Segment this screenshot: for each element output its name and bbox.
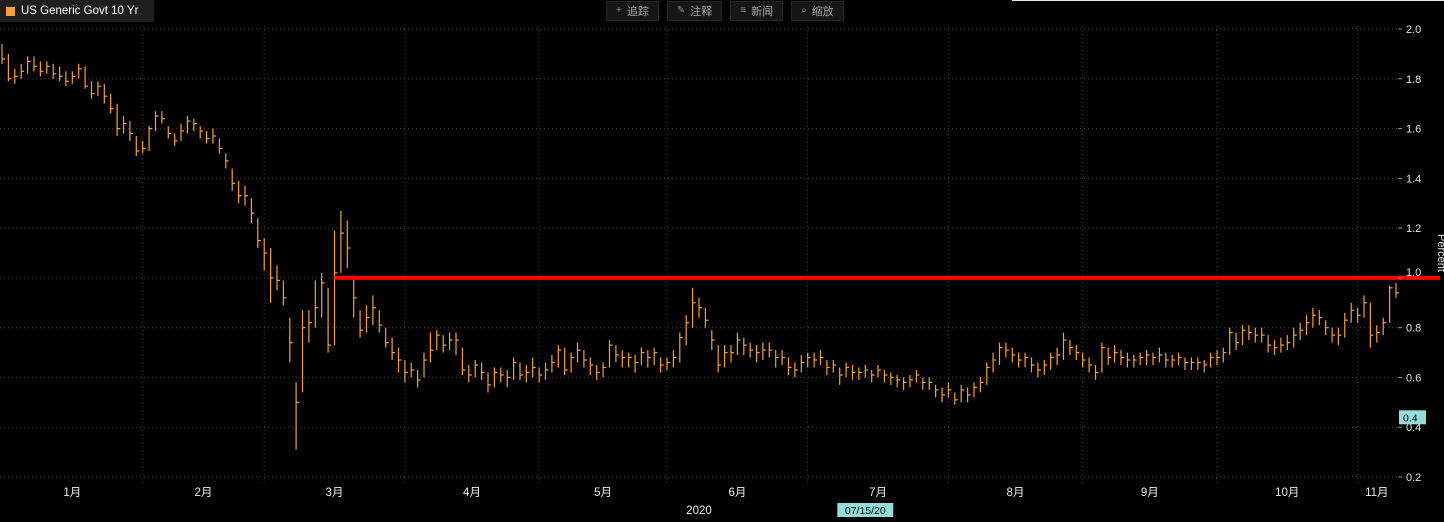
y-axis-title: Percent — [1435, 234, 1444, 272]
cursor-x-highlight — [837, 503, 894, 517]
svg-text:3月: 3月 — [326, 487, 344, 499]
svg-text:1.0: 1.0 — [1406, 267, 1421, 279]
chart-area[interactable]: 2.0 1.8 1.6 1.4 1.2 1.0 0.8 0.6 0.4 0.2 Percent 1月 2… — [0, 22, 1444, 522]
chart-toolbar: + 追踪 ✎ 注释 ≡ 新闻 ⌕ 缩放 — [606, 1, 844, 21]
svg-text:0.8: 0.8 — [1406, 323, 1421, 335]
track-button[interactable]: + 追踪 — [606, 1, 659, 21]
svg-text:6月: 6月 — [728, 487, 746, 499]
svg-text:4月: 4月 — [463, 487, 481, 499]
svg-text:5月: 5月 — [594, 487, 612, 499]
svg-text:1月: 1月 — [63, 487, 81, 499]
top-divider-line — [1012, 0, 1444, 1]
cursor-labels: 0.4 07/15/20 — [837, 410, 1426, 517]
toolbar-button-label: 缩放 — [811, 6, 834, 18]
move-cross-icon: + — [616, 5, 622, 16]
price-chart[interactable]: 2.0 1.8 1.6 1.4 1.2 1.0 0.8 0.6 0.4 0.2 Percent 1月 2… — [0, 22, 1444, 522]
svg-text:2月: 2月 — [194, 487, 212, 499]
pencil-icon: ✎ — [676, 5, 686, 16]
series-title: US Generic Govt 10 Yr — [21, 5, 139, 17]
grid-lines — [0, 26, 1398, 484]
toolbar-button-label: 追踪 — [626, 6, 649, 18]
svg-text:1.6: 1.6 — [1406, 124, 1421, 136]
svg-text:0.4: 0.4 — [1403, 412, 1418, 424]
svg-text:07/15/20: 07/15/20 — [845, 505, 886, 517]
cursor-y-highlight — [1399, 410, 1426, 425]
series-color-swatch — [6, 6, 15, 16]
svg-text:1.8: 1.8 — [1406, 74, 1421, 86]
svg-text:10月: 10月 — [1275, 487, 1299, 499]
price-series — [1, 43, 1399, 450]
y-axis: 2.0 1.8 1.6 1.4 1.2 1.0 0.8 0.6 0.4 0.2 Percent — [1398, 24, 1444, 484]
svg-text:8月: 8月 — [1007, 487, 1025, 499]
svg-text:0.6: 0.6 — [1406, 372, 1421, 384]
news-button[interactable]: ≡ 新闻 — [730, 1, 784, 21]
svg-text:9月: 9月 — [1141, 487, 1159, 499]
chart-topbar: US Generic Govt 10 Yr + 追踪 ✎ 注释 ≡ 新闻 ⌕ 缩放 — [0, 0, 1444, 22]
zoom-button[interactable]: ⌕ 缩放 — [791, 1, 844, 21]
toolbar-button-label: 注释 — [690, 6, 713, 18]
svg-text:7月: 7月 — [869, 487, 887, 499]
annotate-button[interactable]: ✎ 注释 — [666, 1, 723, 21]
svg-text:2.0: 2.0 — [1406, 24, 1421, 36]
toolbar-button-label: 新闻 — [751, 6, 774, 18]
svg-text:0.4: 0.4 — [1406, 422, 1421, 434]
svg-text:0.2: 0.2 — [1406, 472, 1421, 484]
svg-text:11月: 11月 — [1365, 487, 1388, 499]
svg-text:1.2: 1.2 — [1406, 223, 1421, 235]
news-lines-icon: ≡ — [740, 5, 747, 16]
series-legend[interactable]: US Generic Govt 10 Yr — [0, 0, 155, 22]
magnifier-icon: ⌕ — [801, 5, 807, 16]
year-label: 2020 — [686, 505, 712, 517]
svg-text:1.4: 1.4 — [1406, 173, 1421, 185]
x-axis: 1月 2月 3月 4月 5月 6月 7月 8月 9月 10月 11月 2020 — [63, 487, 1388, 517]
